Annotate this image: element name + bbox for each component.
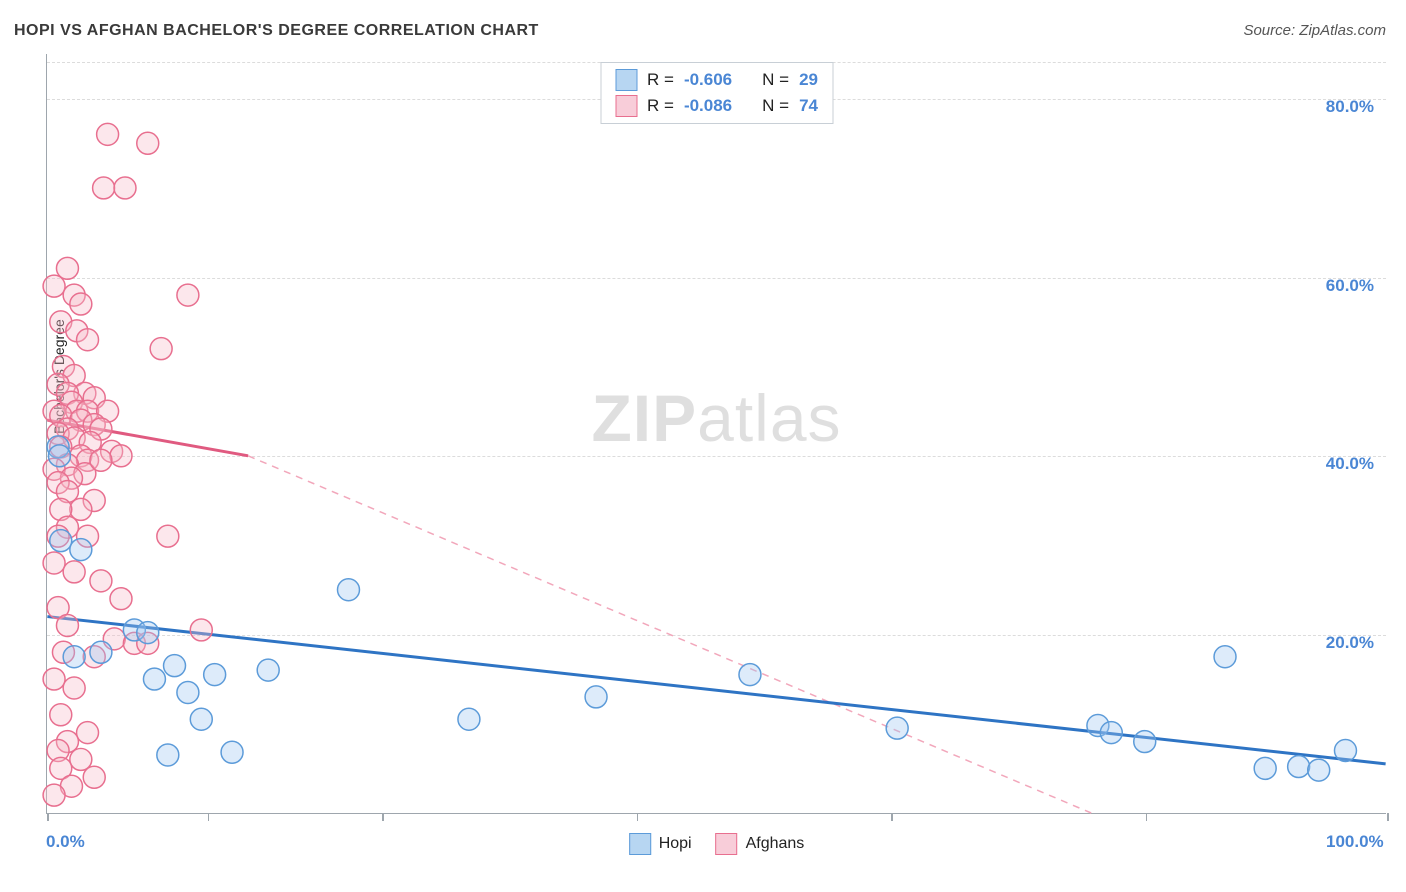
data-point (739, 664, 761, 686)
data-point (143, 668, 165, 690)
data-point (83, 766, 105, 788)
data-point (190, 619, 212, 641)
data-point (1308, 759, 1330, 781)
data-point (63, 677, 85, 699)
scatter-svg (47, 54, 1386, 813)
data-point (43, 784, 65, 806)
data-point (70, 539, 92, 561)
data-point (886, 717, 908, 739)
data-point (157, 525, 179, 547)
legend-swatch-afghans-2 (716, 833, 738, 855)
data-point (337, 579, 359, 601)
data-point (97, 123, 119, 145)
data-point (585, 686, 607, 708)
data-point (43, 668, 65, 690)
data-point (137, 132, 159, 154)
data-point (157, 744, 179, 766)
data-point (114, 177, 136, 199)
legend-row-hopi: R = -0.606 N = 29 (615, 69, 818, 91)
legend-correlation: R = -0.606 N = 29 R = -0.086 N = 74 (600, 62, 833, 124)
data-point (1214, 646, 1236, 668)
plot-area: Bachelor's Degree 20.0%40.0%60.0%80.0% R… (46, 54, 1386, 814)
data-point (1100, 722, 1122, 744)
data-point (221, 741, 243, 763)
data-point (110, 445, 132, 467)
data-point (50, 704, 72, 726)
data-point (458, 708, 480, 730)
legend-swatch-hopi (615, 69, 637, 91)
data-point (48, 445, 70, 467)
legend-swatch-afghans (615, 95, 637, 117)
legend-item-hopi: Hopi (629, 833, 692, 855)
data-point (137, 622, 159, 644)
data-point (164, 655, 186, 677)
data-point (110, 588, 132, 610)
legend-swatch-hopi-2 (629, 833, 651, 855)
data-point (177, 681, 199, 703)
data-point (90, 570, 112, 592)
source-label: Source: ZipAtlas.com (1243, 22, 1386, 39)
data-point (63, 561, 85, 583)
data-point (77, 329, 99, 351)
data-point (90, 449, 112, 471)
data-point (50, 530, 72, 552)
data-point (90, 641, 112, 663)
data-point (63, 646, 85, 668)
data-point (56, 614, 78, 636)
legend-item-afghans: Afghans (716, 833, 805, 855)
legend-row-afghans: R = -0.086 N = 74 (615, 95, 818, 117)
data-point (177, 284, 199, 306)
data-point (1288, 756, 1310, 778)
data-point (1134, 731, 1156, 753)
data-point (43, 275, 65, 297)
data-point (150, 338, 172, 360)
data-point (77, 722, 99, 744)
data-point (70, 293, 92, 315)
data-point (93, 177, 115, 199)
chart-title: HOPI VS AFGHAN BACHELOR'S DEGREE CORRELA… (14, 22, 539, 40)
data-point (1334, 740, 1356, 762)
data-point (204, 664, 226, 686)
chart-container: HOPI VS AFGHAN BACHELOR'S DEGREE CORRELA… (0, 0, 1406, 892)
data-point (190, 708, 212, 730)
data-point (43, 552, 65, 574)
data-point (257, 659, 279, 681)
legend-series: Hopi Afghans (629, 833, 805, 855)
data-point (1254, 757, 1276, 779)
